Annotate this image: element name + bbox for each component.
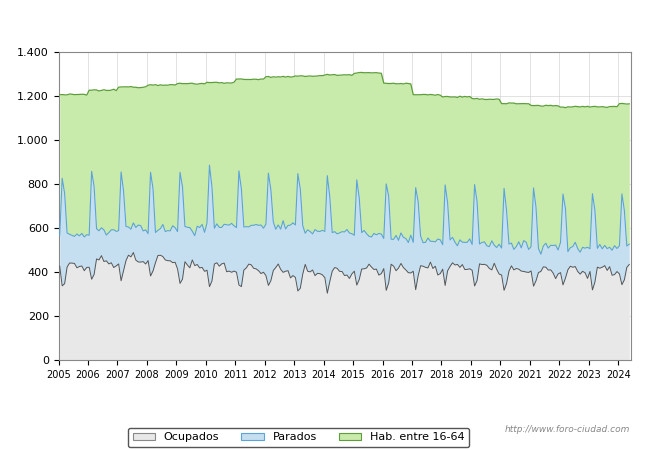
Text: http://www.foro-ciudad.com: http://www.foro-ciudad.com: [505, 425, 630, 434]
Legend: Ocupados, Parados, Hab. entre 16-64: Ocupados, Parados, Hab. entre 16-64: [128, 428, 469, 447]
Text: Castellar de Santiago - Evolucion de la poblacion en edad de Trabajar Mayo de 20: Castellar de Santiago - Evolucion de la …: [33, 17, 617, 30]
